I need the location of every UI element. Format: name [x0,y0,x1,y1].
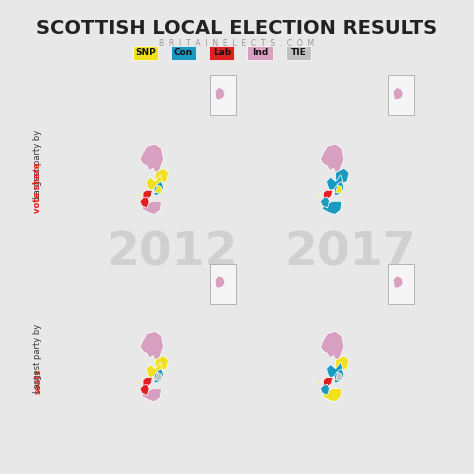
Polygon shape [140,197,149,208]
Text: seats: seats [34,369,42,394]
Polygon shape [138,381,140,384]
Polygon shape [143,190,152,201]
Polygon shape [138,193,140,197]
Polygon shape [155,185,162,193]
Polygon shape [336,372,342,381]
Polygon shape [335,182,344,196]
Polygon shape [143,378,152,389]
Text: SCOTTISH LOCAL ELECTION RESULTS: SCOTTISH LOCAL ELECTION RESULTS [36,19,438,38]
Polygon shape [327,362,343,378]
Polygon shape [154,182,164,196]
Text: TIE: TIE [291,48,306,57]
Polygon shape [146,175,163,190]
FancyBboxPatch shape [388,75,414,115]
Polygon shape [320,144,344,173]
FancyBboxPatch shape [171,46,196,60]
Text: SNP: SNP [135,48,155,57]
Text: B  R  I  T  A  I  N  E  L  E  C  T  S  .  C  O  M: B R I T A I N E L E C T S . C O M [159,39,315,48]
Polygon shape [319,193,320,197]
Text: Ind: Ind [252,48,268,57]
Polygon shape [154,369,164,383]
FancyBboxPatch shape [286,46,311,60]
Polygon shape [140,331,164,360]
Polygon shape [320,197,329,208]
Text: 2012: 2012 [106,231,237,276]
Polygon shape [155,168,169,184]
Polygon shape [319,381,320,384]
Text: 2017: 2017 [284,231,416,276]
Polygon shape [335,369,344,383]
FancyBboxPatch shape [133,46,158,60]
Text: Largest party by: Largest party by [34,324,42,393]
Polygon shape [336,356,349,371]
Polygon shape [146,362,163,378]
FancyBboxPatch shape [247,46,273,60]
Polygon shape [142,201,162,215]
FancyBboxPatch shape [210,264,236,303]
Polygon shape [215,276,225,288]
Polygon shape [393,88,403,100]
Polygon shape [320,331,344,360]
Polygon shape [323,190,333,201]
Polygon shape [336,185,342,193]
Polygon shape [327,175,343,190]
Polygon shape [323,378,333,389]
Text: Con: Con [174,48,193,57]
Text: Largest party by: Largest party by [34,130,42,199]
FancyBboxPatch shape [210,75,236,115]
Text: vote share: vote share [34,163,42,213]
Polygon shape [215,88,225,100]
Polygon shape [336,168,349,184]
Polygon shape [140,144,164,173]
Polygon shape [320,384,329,395]
Polygon shape [322,389,342,402]
Text: Lab: Lab [213,48,231,57]
Polygon shape [155,356,169,371]
Polygon shape [140,384,149,395]
Polygon shape [155,372,162,381]
Polygon shape [322,201,342,215]
FancyBboxPatch shape [209,46,234,60]
FancyBboxPatch shape [388,264,414,303]
Polygon shape [393,276,403,288]
Polygon shape [142,389,162,402]
